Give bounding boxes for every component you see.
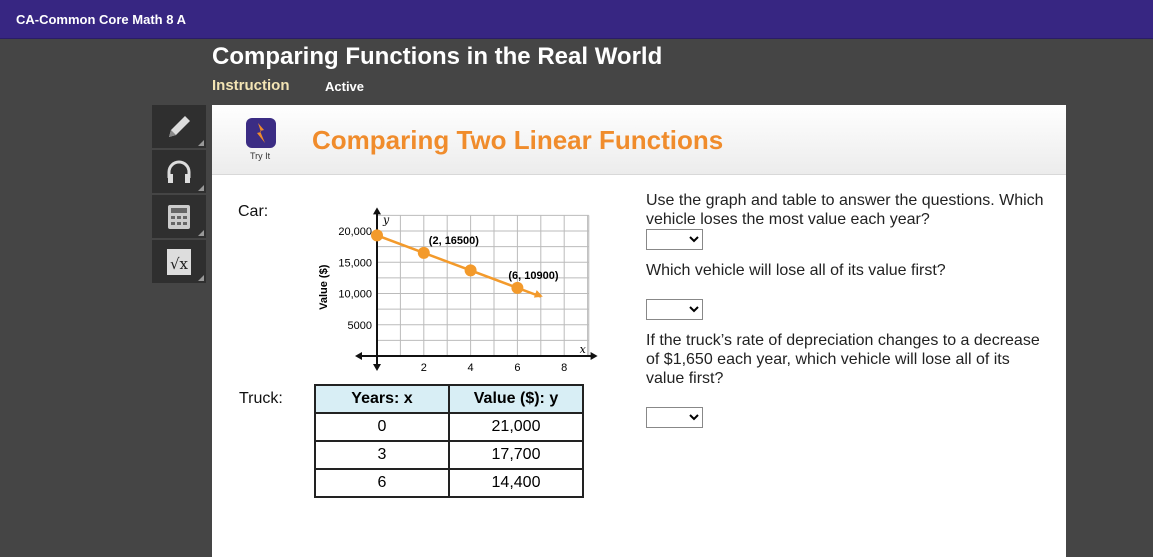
lesson-title: Comparing Functions in the Real World — [212, 43, 663, 70]
panel-header: Try It Comparing Two Linear Functions — [212, 105, 1066, 175]
question-1-text: Use the graph and table to answer the qu… — [646, 192, 1044, 228]
table-row: 3 17,700 — [314, 440, 584, 470]
pencil-tool-button[interactable] — [152, 105, 206, 150]
truck-table: Years: x Value ($): y 0 21,000 3 17,700 6 14… — [314, 384, 584, 498]
audio-tool-button[interactable] — [152, 150, 206, 195]
y-tick-label: 15,000 — [338, 257, 372, 269]
toolbar: √x — [152, 105, 206, 285]
activity-title: Comparing Two Linear Functions — [312, 125, 724, 155]
point-annotation: (2, 16500) — [429, 235, 479, 247]
cell: 14,400 — [448, 468, 584, 498]
question-3-text: If the truck’s rate of depreciation chan… — [646, 332, 1040, 387]
x-axis-letter: x — [580, 343, 587, 356]
question-2-text: Which vehicle will lose all of its value… — [646, 262, 946, 279]
try-it-icon — [246, 118, 276, 148]
header-value: Value ($): y — [448, 384, 584, 414]
try-it-label: Try It — [250, 151, 271, 161]
data-point — [417, 246, 430, 259]
truck-label: Truck: — [239, 390, 283, 407]
x-tick-label: 6 — [514, 362, 520, 374]
cell: 0 — [314, 412, 450, 442]
question-3-dropdown[interactable] — [646, 407, 703, 428]
y-tick-label: 5000 — [348, 320, 372, 332]
point-annotation: (6, 10900) — [508, 270, 558, 282]
y-axis-label: Value ($) — [318, 264, 330, 310]
y-tick-label: 20,000 — [338, 226, 372, 238]
car-value-graph: y x 2 4 6 8 5000 10,000 15,000 20,000 Years Value (… — [318, 207, 598, 375]
formula-tool-button[interactable]: √x — [152, 240, 206, 285]
calculator-tool-button[interactable] — [152, 195, 206, 240]
y-tick-label: 10,000 — [338, 289, 372, 301]
data-point — [464, 264, 477, 277]
content-panel: Try It Comparing Two Linear Functions Ca… — [212, 105, 1066, 557]
square-root-icon: √x — [167, 248, 191, 275]
y-axis-letter: y — [382, 213, 390, 226]
svg-text:√x: √x — [170, 255, 189, 273]
x-tick-label: 4 — [468, 362, 474, 374]
question-1-dropdown[interactable] — [646, 229, 703, 250]
car-label: Car: — [238, 203, 269, 220]
top-bar: CA-Common Core Math 8 A — [0, 0, 1153, 39]
cell: 6 — [314, 468, 450, 498]
cell: 3 — [314, 440, 450, 470]
headphones-icon — [167, 160, 191, 183]
table-row: 6 14,400 — [314, 468, 584, 498]
line-arrow — [533, 290, 543, 298]
cell: 21,000 — [448, 412, 584, 442]
data-point — [371, 229, 383, 242]
x-axis-label: Years — [466, 373, 498, 375]
pencil-icon — [169, 115, 190, 137]
status-label: Active — [325, 79, 365, 94]
data-point — [511, 281, 524, 294]
calculator-icon — [168, 204, 190, 229]
x-tick-label: 2 — [421, 362, 427, 374]
question-2-dropdown[interactable] — [646, 299, 703, 320]
cell: 17,700 — [448, 440, 584, 470]
table-row: 0 21,000 — [314, 412, 584, 442]
header-years: Years: x — [314, 384, 450, 414]
tab-instruction[interactable]: Instruction — [212, 77, 290, 94]
course-title: CA-Common Core Math 8 A — [16, 12, 186, 27]
x-tick-label: 8 — [561, 362, 567, 374]
table-header-row: Years: x Value ($): y — [314, 384, 584, 414]
